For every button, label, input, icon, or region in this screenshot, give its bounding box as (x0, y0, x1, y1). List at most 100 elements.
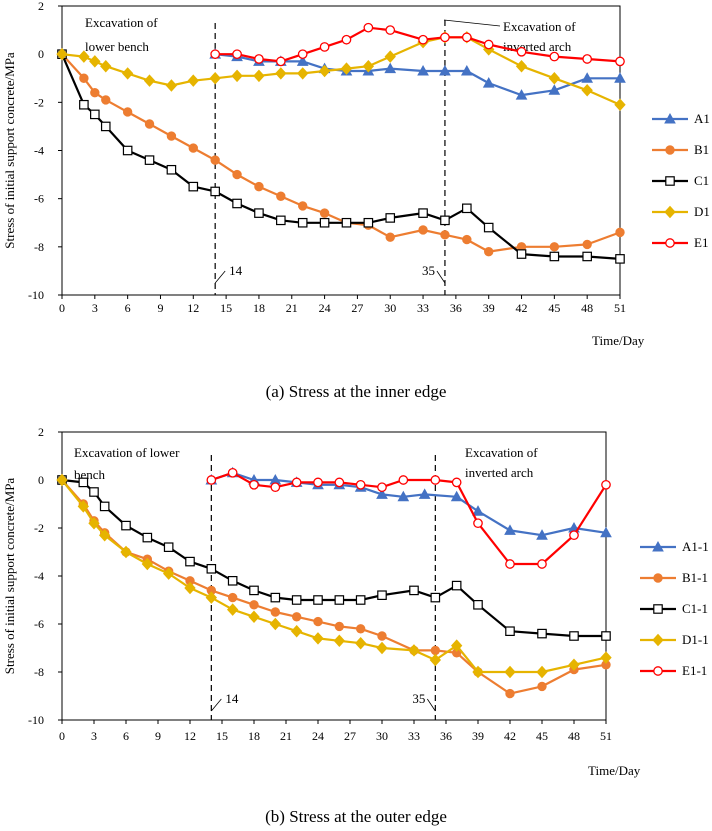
legend-label-C1-1: C1-1 (682, 601, 708, 616)
point-E1-1-4 (291, 477, 302, 488)
point-C1-1-21 (505, 626, 515, 636)
point-C1-1-18 (430, 592, 441, 603)
point-E1-1-16 (601, 479, 611, 490)
point-C1-1-8 (206, 563, 217, 574)
point-C1-1-22 (537, 628, 547, 639)
point-E1-9 (418, 34, 428, 45)
point-C1-1-23 (569, 631, 579, 641)
point-D1-12 (297, 67, 309, 80)
point-A1-14 (548, 84, 561, 95)
point-E1-1-10 (430, 475, 441, 485)
x-tick-label-b: 18 (248, 729, 260, 743)
point-D1-1-0 (56, 473, 68, 487)
y-tick-label-a: 2 (38, 0, 44, 13)
x-tick-label-a: 0 (59, 301, 65, 315)
point-A1-4 (296, 55, 309, 66)
annotation-b-1-line-0: Excavation of (465, 445, 538, 460)
point-E1-11 (461, 32, 472, 43)
point-C1-1-14 (334, 595, 345, 605)
point-D1-14 (340, 62, 353, 75)
x-tick-label-a: 21 (286, 301, 298, 315)
point-A1-1-14 (536, 529, 548, 540)
point-E1-1-6 (334, 477, 345, 488)
day-label-leader-a-14 (214, 270, 226, 284)
legend-marker-E1 (665, 238, 675, 248)
point-A1-13 (515, 89, 528, 100)
point-C1-1-17 (409, 585, 419, 596)
point-D1-1-8 (205, 591, 218, 604)
point-D1-24 (614, 98, 626, 111)
point-C1-11 (276, 215, 286, 226)
x-tick-label-a: 12 (187, 301, 199, 315)
point-E1-1-5 (313, 477, 323, 488)
point-B1-7 (188, 143, 198, 153)
point-A1-10 (439, 64, 451, 76)
point-A1-16 (614, 72, 626, 83)
point-C1-1-15 (355, 595, 366, 605)
day-label-leader-b-14 (211, 698, 222, 712)
x-tick-label-b: 9 (155, 729, 161, 743)
point-D1-1-17 (408, 644, 420, 657)
x-tick-label-a: 39 (483, 301, 495, 315)
point-D1-1-14 (333, 634, 346, 648)
point-C1-21 (516, 249, 527, 259)
point-D1-1-15 (354, 636, 367, 650)
point-D1-10 (253, 69, 265, 83)
legend-label-D1-1: D1-1 (682, 632, 709, 647)
point-D1-1-16 (376, 641, 388, 655)
point-B1-6 (166, 131, 177, 141)
point-C1-9 (232, 198, 242, 209)
point-B1-13 (319, 208, 330, 218)
legend-marker-C1 (665, 176, 675, 186)
point-E1-7 (363, 22, 374, 33)
point-C1-10 (254, 208, 264, 218)
day-label-b-35: 35 (412, 691, 425, 706)
point-E1-8 (385, 25, 396, 35)
day-label-leader-b-35 (427, 698, 436, 712)
point-E1-10 (440, 32, 450, 43)
point-D1-4 (121, 67, 134, 80)
y-tick-label-a: -6 (34, 192, 44, 206)
point-E1-1-3 (270, 482, 281, 493)
y-tick-label-a: -8 (34, 240, 44, 254)
point-C1-13 (319, 217, 330, 228)
point-C1-1-6 (163, 542, 174, 552)
x-tick-label-b: 0 (59, 729, 65, 743)
point-B1-19 (462, 234, 472, 245)
point-B1-24 (615, 227, 625, 238)
series-line-B1-1 (61, 479, 607, 695)
point-C1-1-24 (601, 631, 611, 641)
point-B1-20 (484, 246, 494, 257)
point-B1-11 (276, 191, 286, 201)
point-C1-1 (79, 99, 89, 110)
point-E1-1-15 (569, 530, 579, 541)
y-tick-label-a: -10 (28, 288, 44, 302)
point-E1-1-14 (537, 559, 547, 569)
point-B1-1-21 (505, 688, 515, 699)
point-D1-23 (581, 84, 593, 97)
point-C1-1-1 (78, 477, 89, 488)
point-B1-3 (101, 95, 111, 105)
point-C1-20 (483, 222, 494, 233)
point-C1-1-4 (121, 520, 131, 531)
point-C1-5 (144, 155, 155, 165)
point-D1-1-4 (120, 545, 132, 559)
annotation-leader-a-1 (443, 19, 501, 27)
point-D1-1-21 (504, 665, 516, 679)
y-tick-label-b: -4 (34, 569, 44, 583)
point-D1-9 (231, 69, 243, 83)
day-label-a-35: 35 (422, 263, 435, 278)
point-E1-1 (232, 49, 242, 60)
annotation-a-0-line-1: lower bench (85, 39, 149, 54)
y-tick-label-b: -2 (34, 521, 44, 535)
point-B1-1-11 (270, 607, 281, 617)
point-A1-9 (417, 64, 429, 76)
point-B1-16 (385, 232, 395, 242)
point-B1-18 (440, 230, 450, 240)
x-tick-label-b: 21 (280, 729, 292, 743)
point-D1-3 (100, 59, 112, 73)
point-E1-16 (615, 56, 625, 67)
point-D1-6 (165, 79, 178, 92)
point-D1-7 (187, 74, 199, 87)
x-tick-label-b: 48 (568, 729, 580, 743)
